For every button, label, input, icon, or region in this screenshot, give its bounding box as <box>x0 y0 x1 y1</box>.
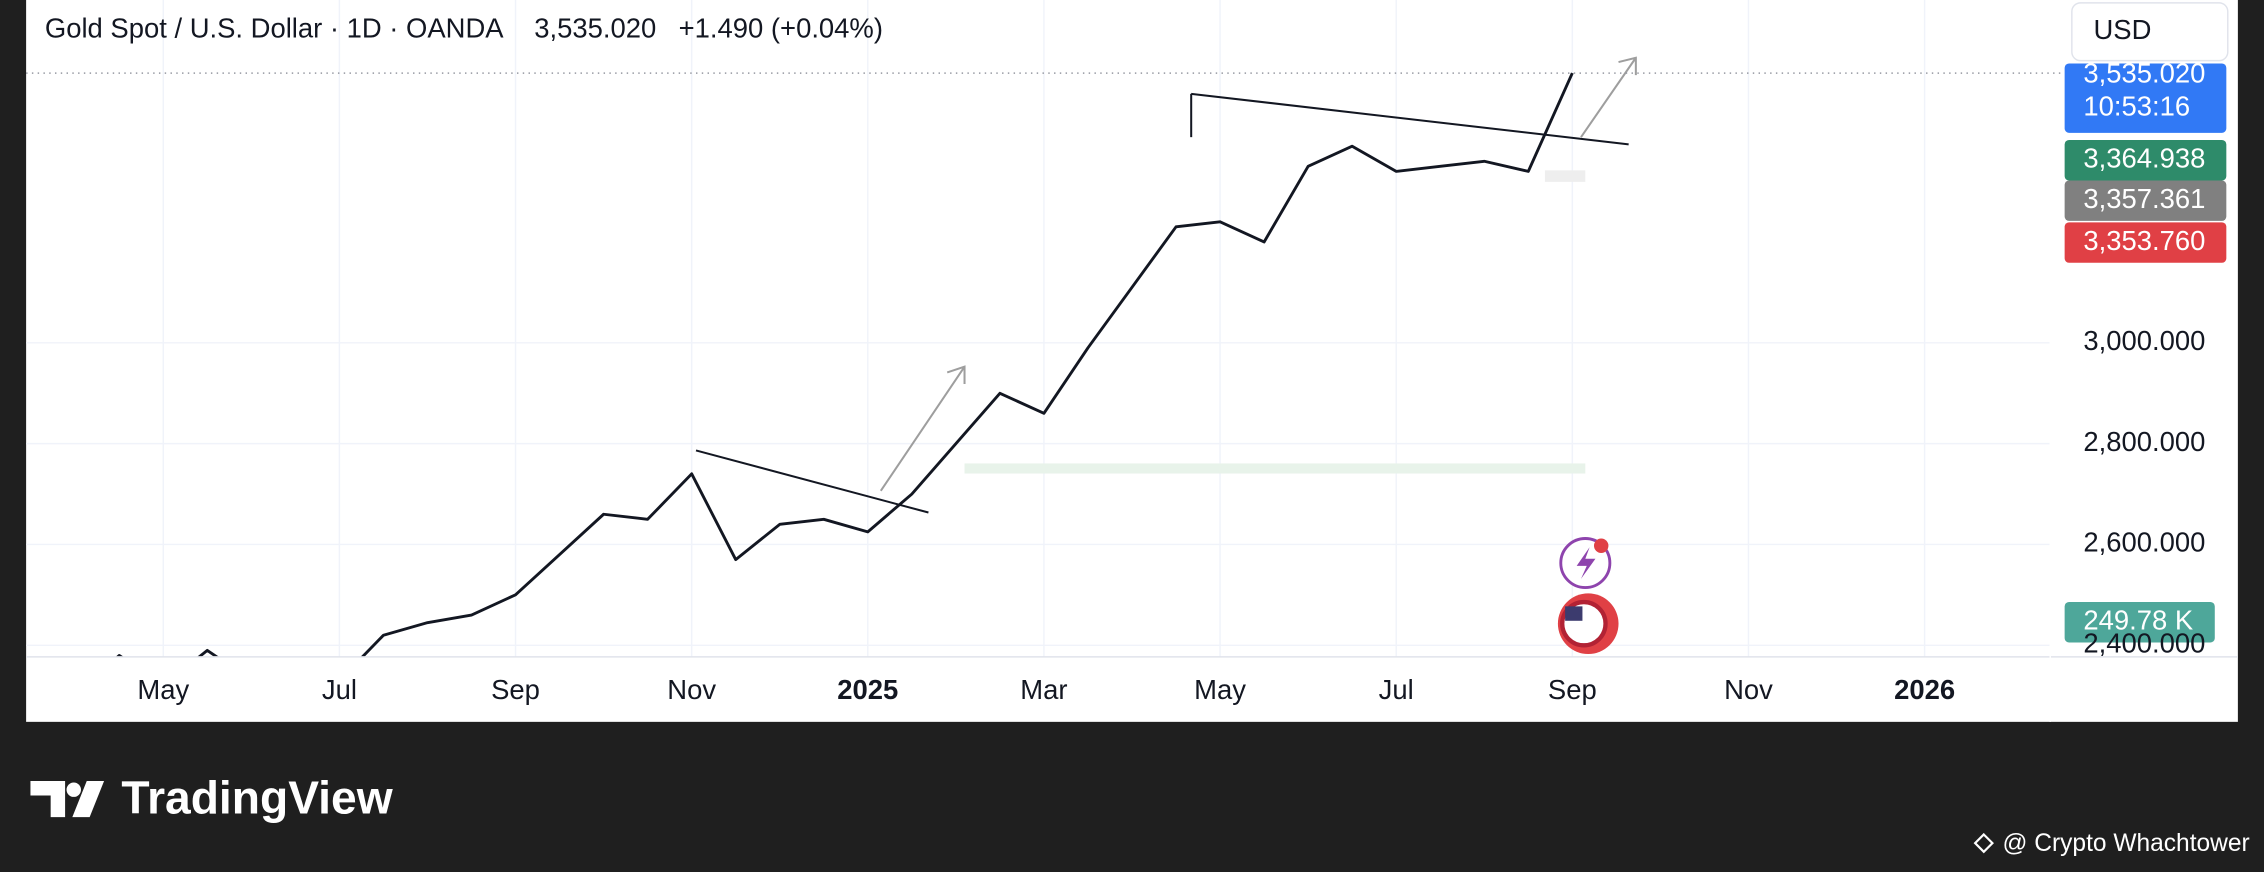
brand: TradingView <box>121 771 393 823</box>
x-tick-label: Nov <box>667 674 716 705</box>
brand-logo <box>30 781 105 818</box>
plot-area <box>115 72 1574 657</box>
currency-button[interactable] <box>2071 2 2229 62</box>
zone <box>1544 170 1586 182</box>
trendline <box>1191 92 1629 146</box>
price-label-bg <box>2064 140 2227 181</box>
arrow <box>879 365 966 492</box>
price-line <box>115 72 1574 657</box>
price-label-bg <box>2064 222 2227 263</box>
trendlines <box>695 92 1629 514</box>
zone <box>964 463 1586 474</box>
last-price: 3,535.020 <box>534 13 656 44</box>
credit: @ Crypto Whachtower <box>2003 830 2250 857</box>
symbol: Gold Spot / U.S. Dollar · 1D · OANDA <box>45 13 504 44</box>
x-tick-label: May <box>137 674 189 705</box>
y-tick-label: 3,000.000 <box>2083 325 2205 356</box>
x-tick-label: 2026 <box>1894 674 1955 705</box>
x-tick-label: Sep <box>491 674 540 705</box>
credit-icon <box>1973 832 1994 854</box>
price-label: 3,535.020 <box>2083 57 2205 88</box>
event-icon <box>1565 606 1583 621</box>
y-tick-label: 2,800.000 <box>2083 426 2205 457</box>
x-tick-label: Nov <box>1724 674 1773 705</box>
y-tick-label: 2,400.000 <box>2083 628 2205 659</box>
logo-part <box>72 781 105 818</box>
x-tick-label: May <box>1194 674 1246 705</box>
price-label: 3,353.760 <box>2083 225 2205 256</box>
volume-label: 249.78 K <box>2083 604 2193 635</box>
x-tick-label: Jul <box>1379 674 1414 705</box>
price-label: 3,357.361 <box>2083 183 2205 214</box>
x-tick-label: 2025 <box>837 674 898 705</box>
countdown: 10:53:16 <box>2083 91 2190 122</box>
chart-panel <box>26 0 2238 722</box>
arrows <box>879 56 1637 492</box>
alert-dot <box>1593 538 1609 553</box>
volume-label-bg <box>2064 602 2215 643</box>
price-label-bg <box>2064 63 2227 133</box>
alert-icon <box>1576 547 1596 579</box>
price-label-bg <box>2064 180 2227 221</box>
currency[interactable]: USD <box>2094 14 2152 45</box>
logo-part <box>66 782 81 797</box>
y-tick-label: 2,600.000 <box>2083 527 2205 558</box>
logo-part <box>30 781 66 818</box>
x-tick-label: Sep <box>1548 674 1597 705</box>
trendline <box>695 449 929 514</box>
arrow <box>1580 56 1637 138</box>
x-tick-label: Jul <box>322 674 357 705</box>
x-tick-label: Mar <box>1020 674 1067 705</box>
price-label: 3,364.938 <box>2083 143 2205 174</box>
price-change: +1.490 (+0.04%) <box>679 13 883 44</box>
